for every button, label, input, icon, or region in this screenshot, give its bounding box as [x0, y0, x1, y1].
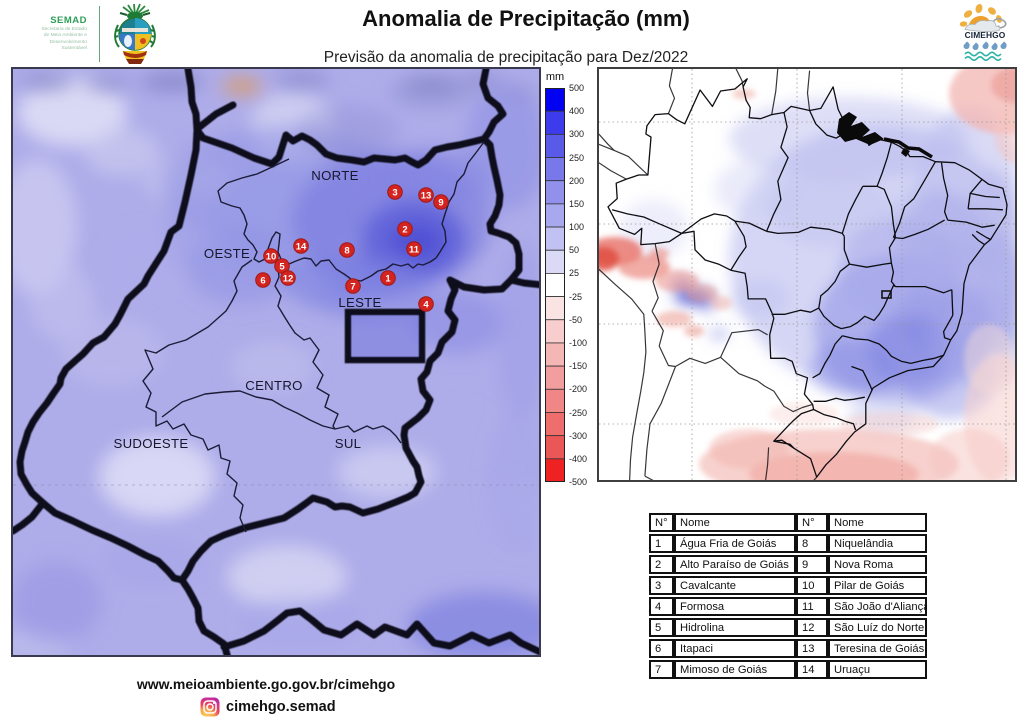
svg-text:OESTE: OESTE: [204, 246, 250, 261]
svg-text:4: 4: [423, 300, 429, 311]
svg-text:LESTE: LESTE: [338, 295, 381, 310]
svg-text:5: 5: [279, 262, 285, 273]
svg-text:7: 7: [350, 282, 355, 293]
svg-text:2: 2: [402, 225, 407, 236]
svg-text:9: 9: [438, 198, 443, 209]
svg-text:CIMEHGO: CIMEHGO: [965, 30, 1006, 40]
svg-text:10: 10: [266, 252, 277, 263]
svg-text:3: 3: [392, 188, 397, 199]
svg-text:11: 11: [409, 245, 420, 256]
svg-text:CENTRO: CENTRO: [245, 378, 302, 393]
svg-text:14: 14: [296, 242, 307, 253]
svg-text:8: 8: [344, 246, 349, 257]
svg-text:NORTE: NORTE: [311, 168, 358, 183]
svg-text:SUDOESTE: SUDOESTE: [114, 436, 189, 451]
svg-text:13: 13: [421, 191, 432, 202]
svg-text:1: 1: [385, 274, 391, 285]
svg-text:6: 6: [260, 276, 265, 287]
svg-text:SUL: SUL: [335, 436, 362, 451]
svg-text:12: 12: [283, 274, 294, 285]
